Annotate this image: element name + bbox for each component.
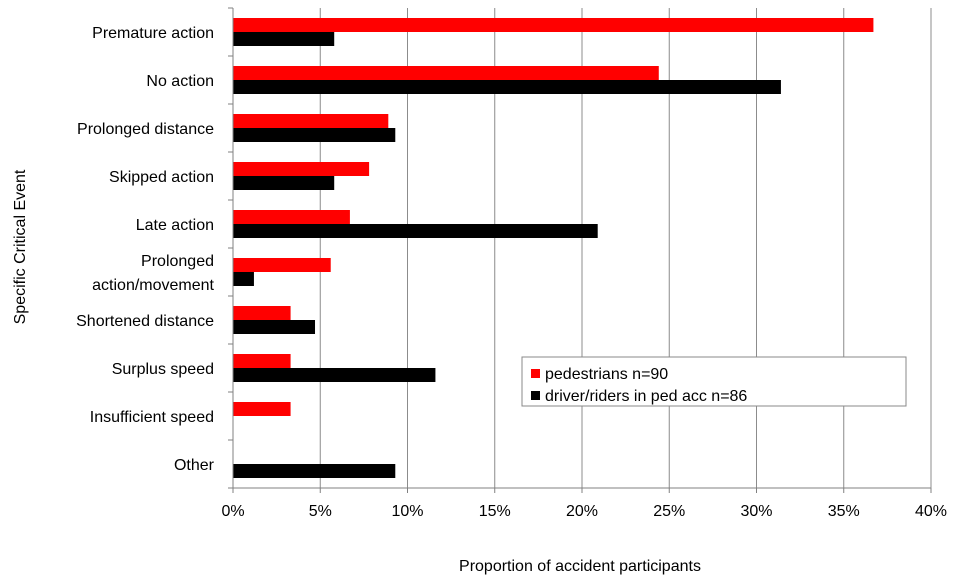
category-labels: Premature action No action Prolonged dista…	[76, 25, 215, 474]
bar	[233, 464, 396, 478]
bar	[233, 114, 389, 128]
bar	[233, 224, 598, 238]
x-tick-label: 25%	[653, 503, 685, 520]
bar	[233, 258, 331, 272]
category-label: action/movement	[92, 277, 214, 294]
axes	[228, 7, 932, 493]
x-tick-label: 40%	[915, 503, 947, 520]
category-label: Late action	[136, 217, 214, 234]
category-label: Prolonged distance	[77, 121, 214, 138]
bar	[233, 354, 291, 368]
bar	[233, 402, 291, 416]
bar	[233, 176, 335, 190]
legend-box	[521, 356, 907, 407]
bar	[233, 368, 436, 382]
x-tick-label: 35%	[828, 503, 860, 520]
x-axis-title: Proportion of accident participants	[459, 558, 701, 575]
category-label: Insufficient speed	[90, 409, 214, 426]
x-tick-label: 10%	[391, 503, 423, 520]
y-axis-title: Specific Critical Event	[12, 169, 29, 324]
category-label: Prolonged	[141, 253, 214, 270]
legend-swatch	[531, 369, 540, 378]
category-label: Skipped action	[109, 169, 214, 186]
bar	[233, 80, 781, 94]
bars	[233, 18, 874, 478]
bar	[233, 32, 335, 46]
category-label: Shortened distance	[76, 313, 214, 330]
x-tick-label: 30%	[740, 503, 772, 520]
x-tick-labels: 0% 5% 10% 15% 20% 25% 30% 35% 40%	[221, 503, 947, 520]
bar	[233, 320, 316, 334]
bar	[233, 272, 254, 286]
bar	[233, 128, 396, 142]
bar	[233, 18, 874, 32]
x-tick-label: 0%	[221, 503, 244, 520]
x-tick-label: 15%	[479, 503, 511, 520]
legend: pedestrians n=90 driver/riders in ped acc…	[521, 356, 907, 407]
legend-swatch	[531, 391, 540, 400]
category-label: Surplus speed	[112, 361, 214, 378]
bar	[233, 66, 659, 80]
category-label: Other	[174, 457, 215, 474]
legend-label: driver/riders in ped acc n=86	[545, 388, 747, 405]
category-label: No action	[146, 73, 214, 90]
x-tick-label: 20%	[566, 503, 598, 520]
bar	[233, 306, 291, 320]
legend-label: pedestrians n=90	[545, 366, 668, 383]
category-label: Premature action	[92, 25, 214, 42]
bar	[233, 162, 370, 176]
x-tick-label: 5%	[309, 503, 332, 520]
bar	[233, 210, 350, 224]
